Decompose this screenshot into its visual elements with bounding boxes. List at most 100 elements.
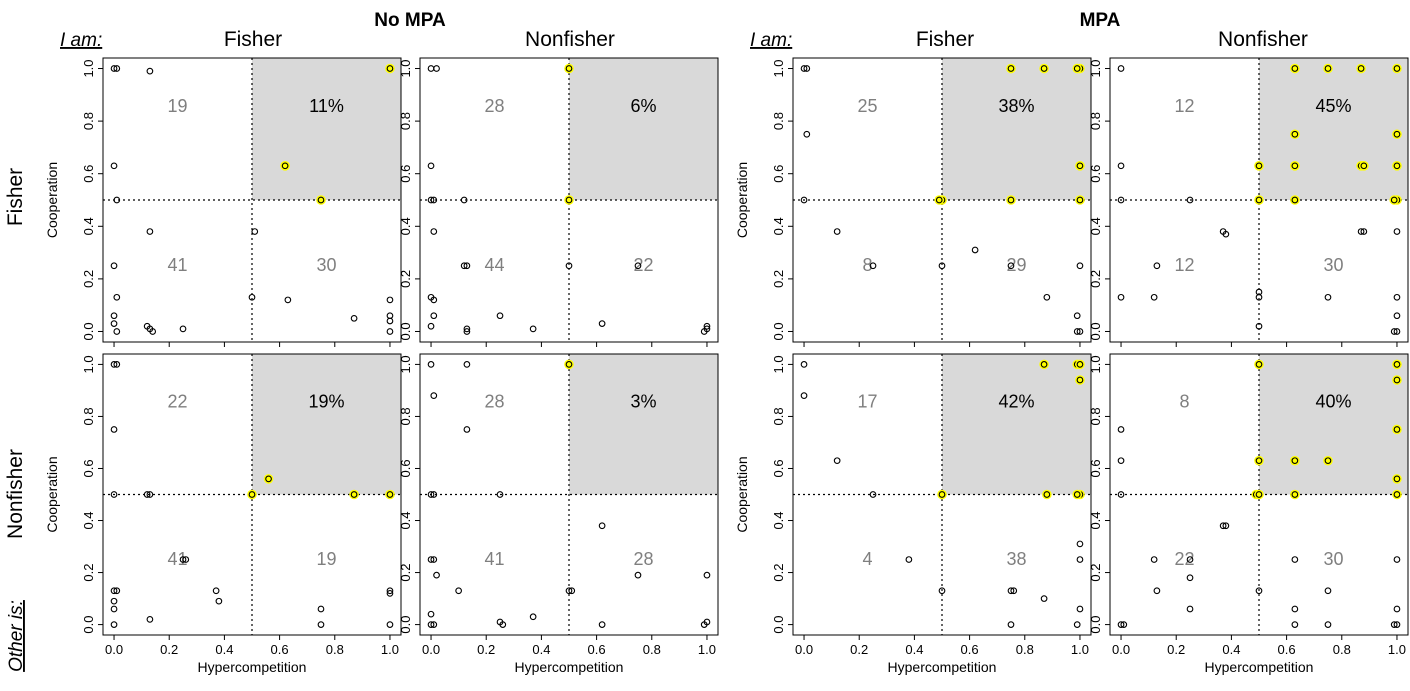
highlighted-point-halo <box>934 195 945 205</box>
y-tick-label: 0.6 <box>1088 165 1103 183</box>
quadrant-count-top-left: 28 <box>484 96 504 116</box>
data-point <box>463 262 471 270</box>
data-point <box>110 262 118 270</box>
y-tick-label: 0.4 <box>771 217 786 235</box>
data-point <box>1291 556 1299 563</box>
plot-frame <box>419 353 719 636</box>
quadrant-count-top-left: 12 <box>1174 96 1194 116</box>
x-tick-label: 0.8 <box>326 642 344 657</box>
highlighted-data-point <box>1393 426 1401 433</box>
data-point <box>215 597 223 605</box>
y-tick-label: 0.6 <box>771 459 786 477</box>
highlighted-data-point <box>1040 65 1048 72</box>
y-tick-label: 0.8 <box>771 407 786 425</box>
data-point <box>427 621 435 628</box>
x-tick-label: 0.8 <box>1333 642 1351 657</box>
x-axis-title: Hypercompetition <box>515 659 624 675</box>
highlighted-data-point <box>386 491 394 498</box>
data-point <box>1393 605 1401 613</box>
x-tick-label: 1.0 <box>1388 642 1406 657</box>
highlighted-point-halo <box>1290 161 1300 171</box>
y-tick-label: 0.4 <box>1088 511 1103 529</box>
data-point <box>212 587 220 595</box>
data-point <box>1007 262 1015 270</box>
quadrant-count-bottom-right: 38 <box>1006 549 1026 569</box>
highlighted-point-halo <box>564 195 574 205</box>
data-point <box>386 621 394 628</box>
highlighted-data-point <box>1291 162 1299 170</box>
x-tick-label: 0.8 <box>1016 642 1034 657</box>
highlighted-data-point <box>565 65 573 72</box>
y-axis-title: Cooperation <box>734 162 750 238</box>
data-point <box>703 322 711 330</box>
highlighted-point-halo <box>1389 195 1400 205</box>
data-point <box>1007 621 1015 628</box>
data-point <box>499 621 507 628</box>
x-tick-label: 0.6 <box>271 642 289 657</box>
column-title-fisher-no-mpa: Fisher <box>224 28 282 51</box>
plot-frame <box>1109 57 1409 343</box>
data-point <box>703 571 711 579</box>
column-title-fisher-mpa: Fisher <box>916 28 974 51</box>
highlighted-data-point <box>1360 162 1368 170</box>
data-point <box>427 361 435 368</box>
data-point <box>460 262 468 270</box>
data-point <box>1255 587 1263 595</box>
data-point <box>113 293 121 301</box>
x-tick-label: 0.6 <box>1278 642 1296 657</box>
data-point <box>427 556 435 563</box>
data-point <box>110 361 118 368</box>
highlighted-point-halo <box>1359 161 1369 171</box>
quadrant-count-bottom-left: 41 <box>167 549 187 569</box>
highlighted-data-point <box>1073 491 1081 498</box>
highlighted-data-point <box>386 65 394 72</box>
quadrant-count-top-left: 8 <box>1179 391 1189 411</box>
data-point <box>433 65 440 72</box>
y-tick-label: 0.6 <box>398 459 413 477</box>
quadrant-count-bottom-right: 22 <box>633 255 653 275</box>
data-point <box>1153 587 1161 595</box>
data-point <box>433 571 440 579</box>
column-title-nonfisher-mpa: Nonfisher <box>1218 28 1308 51</box>
y-tick-label: 0.2 <box>81 564 96 582</box>
data-point <box>1150 556 1158 563</box>
data-point <box>529 325 537 333</box>
quadrant-percent-top-right: 45% <box>1315 96 1351 116</box>
highlighted-data-point <box>1393 361 1401 368</box>
y-tick-label: 1.0 <box>81 59 96 77</box>
data-point <box>427 196 435 204</box>
y-tick-label: 0.8 <box>398 407 413 425</box>
i-am-label-left: I am: <box>60 30 102 51</box>
column-title-nonfisher-no-mpa: Nonfisher <box>525 28 615 51</box>
data-point <box>568 587 576 595</box>
highlighted-data-point <box>1390 196 1398 204</box>
shaded-quadrant <box>942 58 1091 200</box>
data-point <box>1117 65 1125 72</box>
data-point <box>1076 605 1084 613</box>
x-tick-label: 0.2 <box>1167 642 1185 657</box>
highlighted-point-halo <box>1392 489 1402 500</box>
highlighted-data-point <box>1393 491 1401 498</box>
x-tick-label: 1.0 <box>1071 642 1089 657</box>
data-point <box>110 65 118 72</box>
data-point <box>1010 587 1018 595</box>
data-point <box>598 320 606 327</box>
y-tick-label: 0.4 <box>398 511 413 529</box>
y-tick-label: 0.8 <box>1088 112 1103 130</box>
highlighted-point-halo <box>1039 359 1049 370</box>
data-point <box>700 621 708 628</box>
data-point <box>427 491 435 498</box>
y-tick-label: 0.2 <box>1088 564 1103 582</box>
data-point <box>565 262 573 270</box>
shaded-quadrant <box>252 58 401 200</box>
data-point <box>1117 491 1125 498</box>
quadrant-count-bottom-left: 12 <box>1174 255 1194 275</box>
quadrant-count-bottom-right: 30 <box>1323 549 1343 569</box>
data-point <box>430 392 438 399</box>
x-tick-label: 1.0 <box>698 642 716 657</box>
data-point <box>251 228 259 235</box>
data-point <box>1393 293 1401 301</box>
quadrant-percent-top-right: 6% <box>630 96 656 116</box>
highlighted-data-point <box>1043 491 1051 498</box>
y-tick-label: 0.8 <box>771 112 786 130</box>
